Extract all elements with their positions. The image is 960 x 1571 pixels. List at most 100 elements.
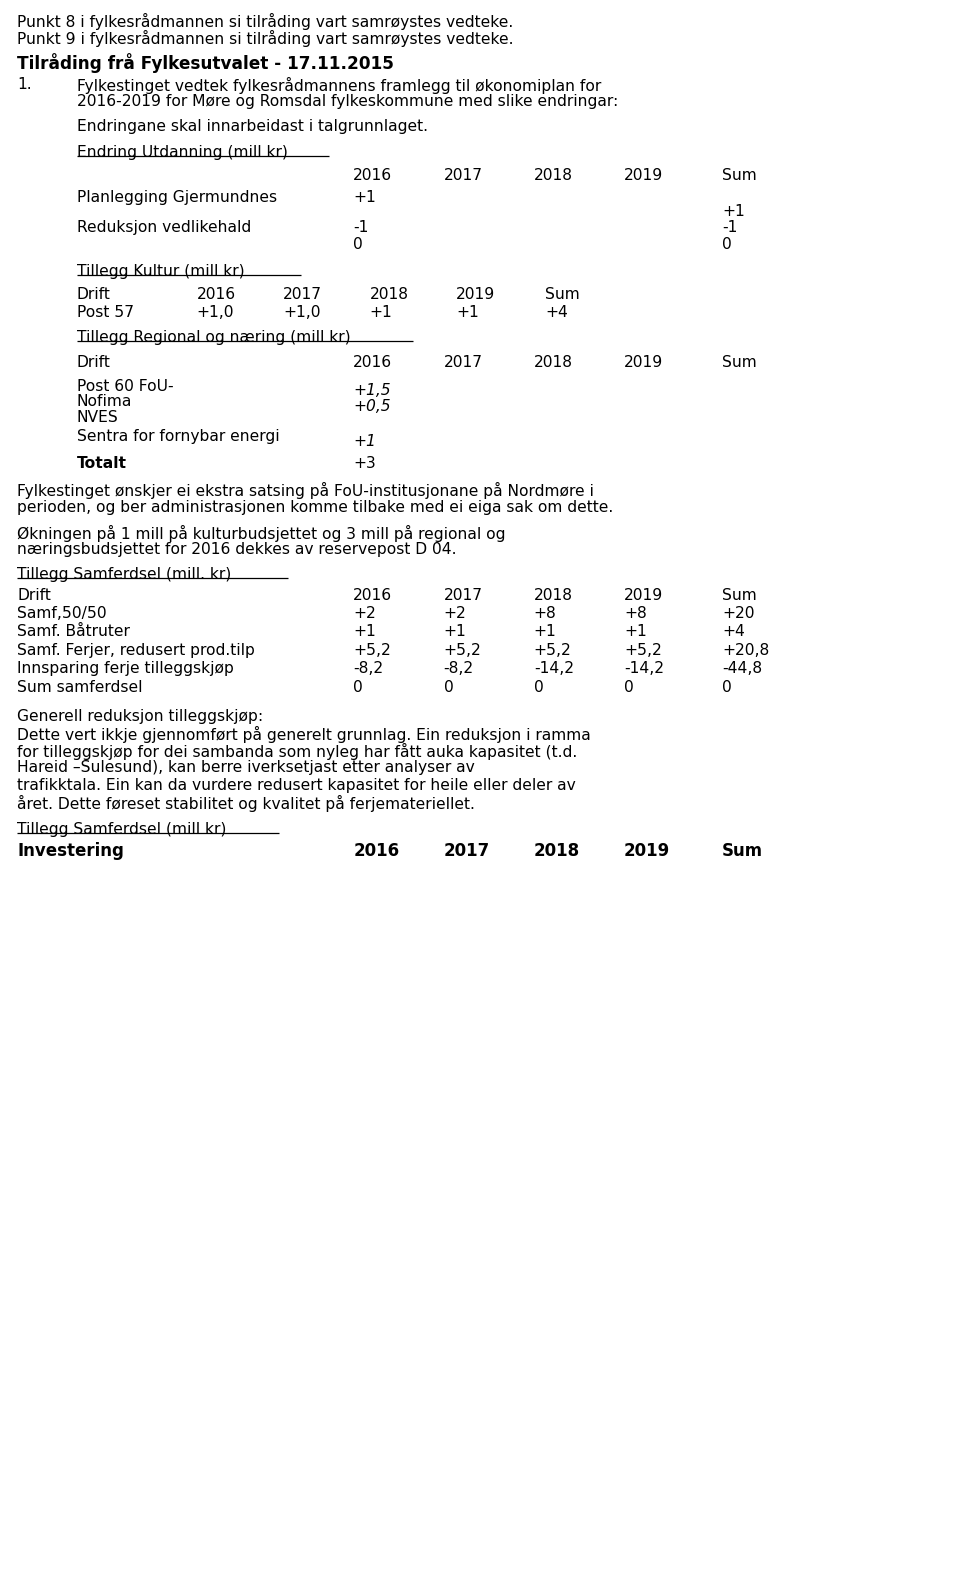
Text: +1: +1 xyxy=(722,204,745,220)
Text: Tillegg Regional og næring (mill kr): Tillegg Regional og næring (mill kr) xyxy=(77,330,350,346)
Text: Fylkestinget vedtek fylkesrådmannens framlegg til økonomiplan for: Fylkestinget vedtek fylkesrådmannens fra… xyxy=(77,77,601,94)
Text: +1: +1 xyxy=(624,624,647,639)
Text: Hareid –Sulesund), kan berre iverksetjast etter analyser av: Hareid –Sulesund), kan berre iverksetjas… xyxy=(17,760,475,776)
Text: +1: +1 xyxy=(353,624,376,639)
Text: året. Dette føreset stabilitet og kvalitet på ferjemateriellet.: året. Dette føreset stabilitet og kvalit… xyxy=(17,795,475,812)
Text: -1: -1 xyxy=(353,220,369,236)
Text: Endring Utdanning (mill kr): Endring Utdanning (mill kr) xyxy=(77,145,288,160)
Text: +20: +20 xyxy=(722,606,755,622)
Text: 2017: 2017 xyxy=(283,287,323,303)
Text: Samf,50/50: Samf,50/50 xyxy=(17,606,107,622)
Text: 2016: 2016 xyxy=(197,287,236,303)
Text: 2016: 2016 xyxy=(353,588,393,603)
Text: +2: +2 xyxy=(444,606,467,622)
Text: +4: +4 xyxy=(722,624,745,639)
Text: NVES: NVES xyxy=(77,410,118,426)
Text: Dette vert ikkje gjennomført på generelt grunnlag. Ein reduksjon i ramma: Dette vert ikkje gjennomført på generelt… xyxy=(17,726,591,743)
Text: +8: +8 xyxy=(534,606,557,622)
Text: næringsbudsjettet for 2016 dekkes av reservepost D 04.: næringsbudsjettet for 2016 dekkes av res… xyxy=(17,542,457,558)
Text: Sum: Sum xyxy=(722,842,763,859)
Text: 2019: 2019 xyxy=(624,168,663,184)
Text: +4: +4 xyxy=(545,305,568,320)
Text: +5,2: +5,2 xyxy=(444,643,481,658)
Text: -14,2: -14,2 xyxy=(534,661,574,677)
Text: +8: +8 xyxy=(624,606,647,622)
Text: 2017: 2017 xyxy=(444,355,483,371)
Text: -44,8: -44,8 xyxy=(722,661,762,677)
Text: 2018: 2018 xyxy=(534,355,573,371)
Text: Sentra for fornybar energi: Sentra for fornybar energi xyxy=(77,429,279,445)
Text: 2019: 2019 xyxy=(624,355,663,371)
Text: Endringane skal innarbeidast i talgrunnlaget.: Endringane skal innarbeidast i talgrunnl… xyxy=(77,119,428,135)
Text: 2019: 2019 xyxy=(624,588,663,603)
Text: Generell reduksjon tilleggskjøp:: Generell reduksjon tilleggskjøp: xyxy=(17,709,263,724)
Text: 2017: 2017 xyxy=(444,842,490,859)
Text: +0,5: +0,5 xyxy=(353,399,391,415)
Text: 2017: 2017 xyxy=(444,168,483,184)
Text: +1: +1 xyxy=(370,305,393,320)
Text: 2016: 2016 xyxy=(353,355,393,371)
Text: 2017: 2017 xyxy=(444,588,483,603)
Text: Drift: Drift xyxy=(77,287,110,303)
Text: Tilråding frå Fylkesutvalet - 17.11.2015: Tilråding frå Fylkesutvalet - 17.11.2015 xyxy=(17,53,395,74)
Text: Sum: Sum xyxy=(722,588,756,603)
Text: 2018: 2018 xyxy=(534,588,573,603)
Text: Post 60 FoU-: Post 60 FoU- xyxy=(77,379,174,394)
Text: Reduksjon vedlikehald: Reduksjon vedlikehald xyxy=(77,220,252,236)
Text: Nofima: Nofima xyxy=(77,394,132,410)
Text: 2016-2019 for Møre og Romsdal fylkeskommune med slike endringar:: 2016-2019 for Møre og Romsdal fylkeskomm… xyxy=(77,94,618,110)
Text: Tillegg Samferdsel (mill. kr): Tillegg Samferdsel (mill. kr) xyxy=(17,567,231,583)
Text: 0: 0 xyxy=(534,680,543,696)
Text: +2: +2 xyxy=(353,606,376,622)
Text: Post 57: Post 57 xyxy=(77,305,134,320)
Text: Sum: Sum xyxy=(722,355,756,371)
Text: +20,8: +20,8 xyxy=(722,643,769,658)
Text: 0: 0 xyxy=(722,680,732,696)
Text: +5,2: +5,2 xyxy=(353,643,391,658)
Text: 2016: 2016 xyxy=(353,168,393,184)
Text: 2018: 2018 xyxy=(534,842,580,859)
Text: +5,2: +5,2 xyxy=(624,643,661,658)
Text: -8,2: -8,2 xyxy=(353,661,383,677)
Text: trafikktala. Ein kan da vurdere redusert kapasitet for heile eller deler av: trafikktala. Ein kan da vurdere redusert… xyxy=(17,778,576,793)
Text: Sum: Sum xyxy=(722,168,756,184)
Text: perioden, og ber administrasjonen komme tilbake med ei eiga sak om dette.: perioden, og ber administrasjonen komme … xyxy=(17,500,613,515)
Text: Totalt: Totalt xyxy=(77,456,127,471)
Text: +5,2: +5,2 xyxy=(534,643,571,658)
Text: Investering: Investering xyxy=(17,842,124,859)
Text: 0: 0 xyxy=(444,680,453,696)
Text: +1: +1 xyxy=(456,305,479,320)
Text: Punkt 8 i fylkesrådmannen si tilråding vart samrøystes vedteke.: Punkt 8 i fylkesrådmannen si tilråding v… xyxy=(17,13,514,30)
Text: Økningen på 1 mill på kulturbudsjettet og 3 mill på regional og: Økningen på 1 mill på kulturbudsjettet o… xyxy=(17,525,506,542)
Text: -8,2: -8,2 xyxy=(444,661,473,677)
Text: +1: +1 xyxy=(353,190,376,206)
Text: 0: 0 xyxy=(353,237,363,253)
Text: 2019: 2019 xyxy=(456,287,495,303)
Text: +1: +1 xyxy=(353,434,376,449)
Text: +1: +1 xyxy=(534,624,557,639)
Text: 0: 0 xyxy=(353,680,363,696)
Text: 2018: 2018 xyxy=(370,287,409,303)
Text: Tillegg Kultur (mill kr): Tillegg Kultur (mill kr) xyxy=(77,264,245,280)
Text: Fylkestinget ønskjer ei ekstra satsing på FoU-institusjonane på Nordmøre i: Fylkestinget ønskjer ei ekstra satsing p… xyxy=(17,482,594,500)
Text: +1: +1 xyxy=(444,624,467,639)
Text: Planlegging Gjermundnes: Planlegging Gjermundnes xyxy=(77,190,276,206)
Text: 2018: 2018 xyxy=(534,168,573,184)
Text: +1,0: +1,0 xyxy=(283,305,321,320)
Text: 2019: 2019 xyxy=(624,842,670,859)
Text: Samf. Båtruter: Samf. Båtruter xyxy=(17,624,131,639)
Text: 0: 0 xyxy=(722,237,732,253)
Text: Samf. Ferjer, redusert prod.tilp: Samf. Ferjer, redusert prod.tilp xyxy=(17,643,255,658)
Text: Tillegg Samferdsel (mill kr): Tillegg Samferdsel (mill kr) xyxy=(17,822,227,837)
Text: 2016: 2016 xyxy=(353,842,399,859)
Text: Drift: Drift xyxy=(77,355,110,371)
Text: for tilleggskjøp for dei sambanda som nyleg har fått auka kapasitet (t.d.: for tilleggskjøp for dei sambanda som ny… xyxy=(17,743,578,760)
Text: Drift: Drift xyxy=(17,588,51,603)
Text: +1,0: +1,0 xyxy=(197,305,234,320)
Text: Sum: Sum xyxy=(545,287,580,303)
Text: Sum samferdsel: Sum samferdsel xyxy=(17,680,143,696)
Text: -1: -1 xyxy=(722,220,737,236)
Text: 0: 0 xyxy=(624,680,634,696)
Text: Innsparing ferje tilleggskjøp: Innsparing ferje tilleggskjøp xyxy=(17,661,234,677)
Text: Punkt 9 i fylkesrådmannen si tilråding vart samrøystes vedteke.: Punkt 9 i fylkesrådmannen si tilråding v… xyxy=(17,30,514,47)
